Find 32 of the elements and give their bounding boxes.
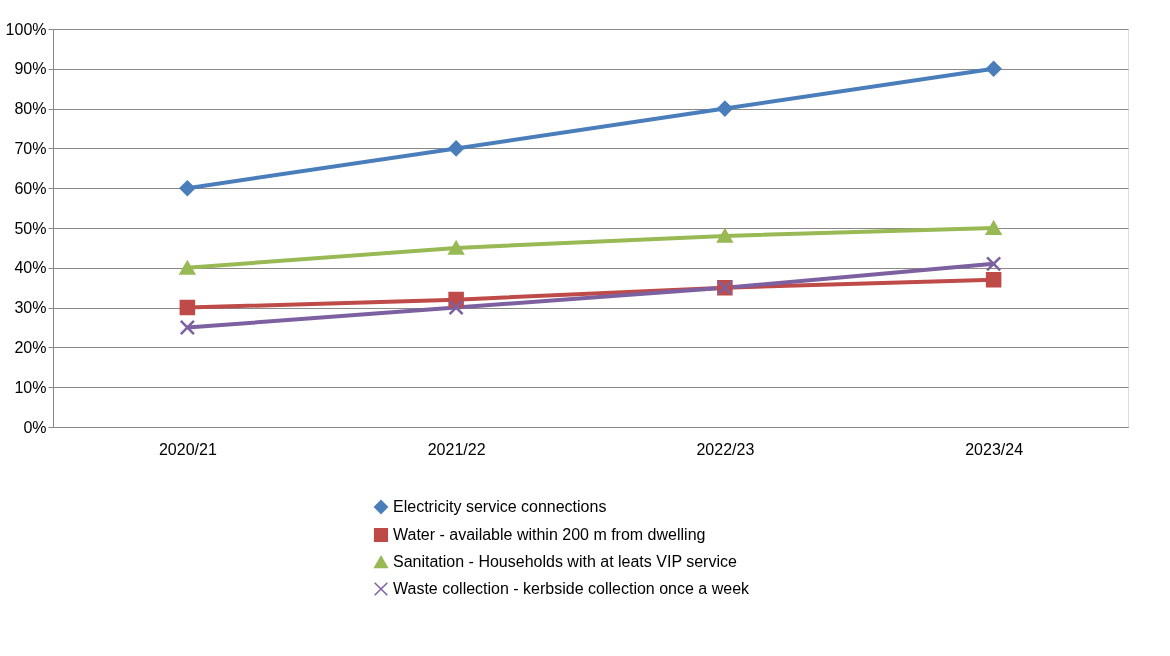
point — [179, 180, 196, 196]
y-tick-label: 70% — [14, 139, 47, 157]
y-tick-label: 80% — [14, 100, 47, 118]
x-tick-label: 2020/21 — [158, 440, 217, 458]
y-tick-label: 90% — [14, 60, 47, 78]
y-tick-label: 10% — [14, 378, 47, 396]
point — [717, 100, 733, 117]
y-tick-label: 40% — [14, 259, 47, 277]
point — [985, 271, 1002, 288]
point — [717, 229, 733, 243]
y-tick-label: 0% — [23, 418, 47, 436]
legend-label: Waste collection - kerbside collection once a week — [393, 580, 751, 597]
x-tick-label: 2022/23 — [696, 440, 755, 458]
legend-label: Electricity service connections — [393, 498, 607, 515]
point — [985, 61, 1002, 77]
x-tick-label: 2021/22 — [427, 440, 486, 458]
y-tick-label: 100% — [5, 20, 47, 38]
y-tick-label: 50% — [14, 219, 47, 237]
point — [985, 221, 1002, 235]
legend-label: Water - available within 200 m from dwelling — [393, 526, 706, 543]
y-tick-label: 30% — [14, 299, 47, 317]
point — [448, 140, 464, 157]
y-tick-label: 60% — [14, 179, 47, 197]
point — [179, 260, 196, 275]
point — [985, 256, 1002, 272]
y-tick-label: 20% — [14, 338, 47, 356]
x-tick-label: 2023/24 — [965, 440, 1024, 458]
legend-label: Sanitation - Households with at leats VIP service — [393, 553, 737, 570]
point — [448, 299, 464, 316]
point — [179, 299, 196, 316]
point — [179, 319, 196, 336]
point — [448, 241, 464, 255]
